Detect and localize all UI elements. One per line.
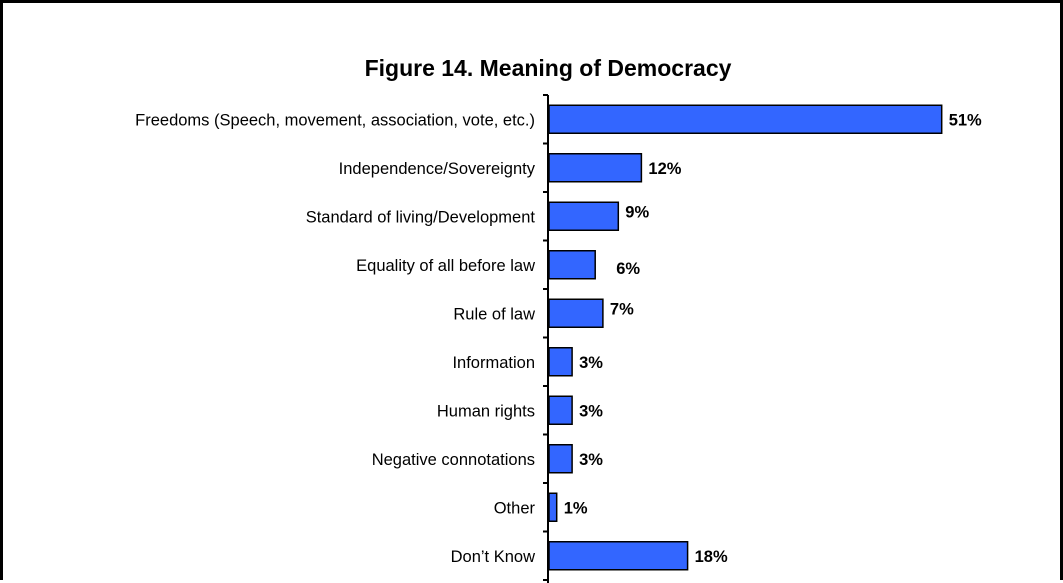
value-label: 3%	[579, 402, 603, 420]
value-label: 1%	[564, 499, 588, 517]
value-label: 3%	[579, 354, 603, 372]
bar	[548, 492, 558, 522]
category-label: Standard of living/Development	[306, 208, 536, 226]
value-label: 18%	[695, 548, 728, 566]
category-label: Negative connotations	[372, 451, 535, 469]
bar	[548, 395, 573, 425]
category-label: Other	[494, 499, 536, 517]
category-labels: Freedoms (Speech, movement, association,…	[135, 111, 536, 566]
bar	[548, 541, 689, 571]
bar	[548, 104, 943, 134]
bar	[548, 153, 643, 183]
bar	[548, 298, 604, 328]
value-labels: 51% 12% 9% 6% 7% 3% 3% 3% 1% 18%	[564, 111, 982, 566]
value-label: 12%	[648, 160, 681, 178]
chart-title: Figure 14. Meaning of Democracy	[365, 55, 732, 81]
bar	[548, 347, 573, 377]
bar-chart: Figure 14. Meaning of Democracy Freedoms…	[135, 55, 982, 583]
category-label: Rule of law	[453, 305, 535, 323]
value-label: 7%	[610, 300, 634, 318]
bar	[548, 201, 620, 231]
value-label: 9%	[625, 203, 649, 221]
category-label: Don’t Know	[451, 548, 535, 566]
value-label: 6%	[616, 260, 640, 278]
bar	[548, 250, 596, 280]
category-label: Freedoms (Speech, movement, association,…	[135, 111, 535, 129]
bars-group	[548, 104, 943, 571]
category-label: Equality of all before law	[356, 257, 535, 275]
value-label: 3%	[579, 451, 603, 469]
value-label: 51%	[949, 111, 982, 129]
bar	[548, 444, 573, 474]
category-label: Information	[452, 354, 535, 372]
category-label: Human rights	[437, 402, 535, 420]
category-label: Independence/Sovereignty	[339, 160, 536, 178]
